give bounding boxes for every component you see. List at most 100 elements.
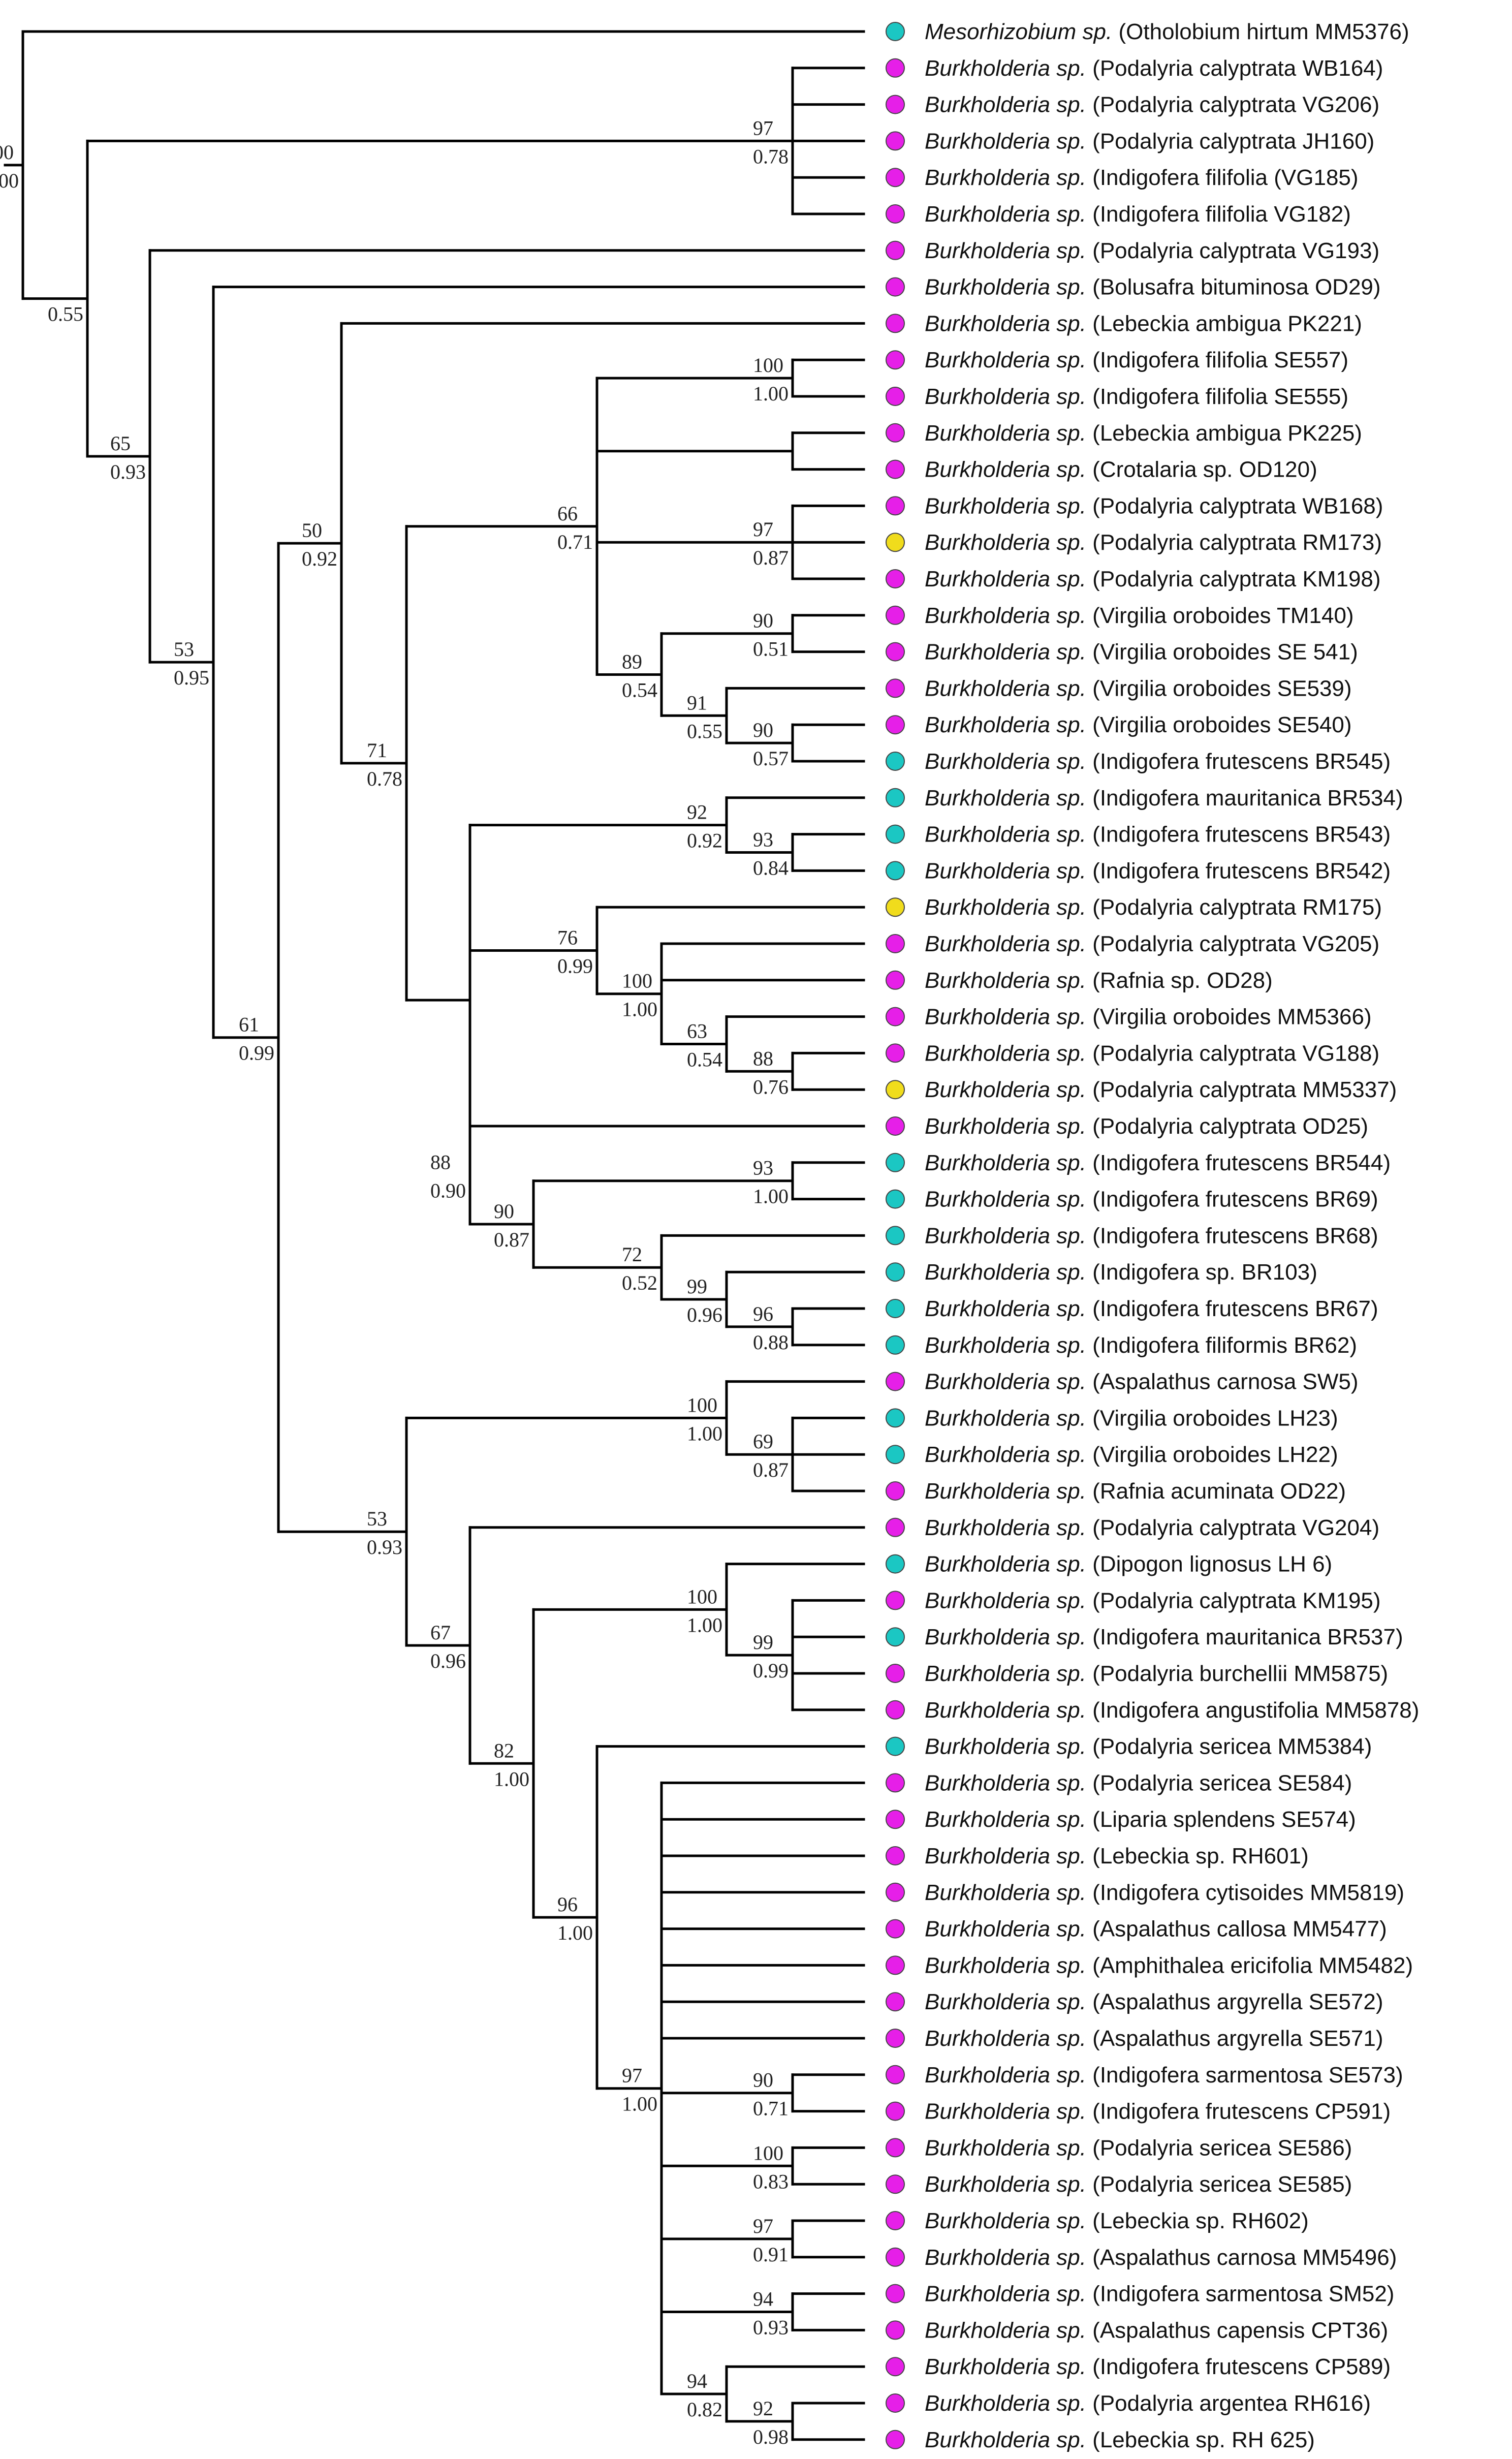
taxon-host-strain: (Indigofera filifolia SE555) bbox=[1086, 384, 1348, 409]
taxon-label: Burkholderia sp. (Indigofera frutescens … bbox=[925, 1296, 1378, 1321]
bootstrap-value: 99 bbox=[687, 1275, 707, 1298]
posterior-probability: 0.87 bbox=[753, 1458, 789, 1481]
taxon-host-strain: (Podalyria calyptrata RM175) bbox=[1086, 895, 1382, 920]
taxon-host-strain: (Indigofera mauritanica BR534) bbox=[1086, 786, 1403, 811]
taxon-label: Burkholderia sp. (Aspalathus callosa MM5… bbox=[925, 1917, 1387, 1942]
taxon-genus: Burkholderia sp. bbox=[925, 129, 1086, 153]
tip-marker-magenta bbox=[886, 2029, 905, 2048]
taxon-label: Burkholderia sp. (Podalyria calyptrata V… bbox=[925, 238, 1379, 263]
taxon-label: Burkholderia sp. (Indigofera filifolia (… bbox=[925, 165, 1359, 190]
taxon-host-strain: (Lebeckia ambigua PK221) bbox=[1086, 311, 1362, 336]
taxon-label: Burkholderia sp. (Indigofera filiformis … bbox=[925, 1333, 1357, 1358]
posterior-probability: 1.00 bbox=[622, 998, 657, 1021]
taxon-genus: Burkholderia sp. bbox=[925, 822, 1086, 847]
tip-marker-magenta bbox=[886, 1591, 905, 1610]
taxon-label: Burkholderia sp. (Podalyria calyptrata V… bbox=[925, 1515, 1379, 1540]
taxon-label: Burkholderia sp. (Lebeckia ambigua PK221… bbox=[925, 311, 1362, 336]
taxon-genus: Burkholderia sp. bbox=[925, 1698, 1086, 1723]
tip-marker-magenta bbox=[886, 387, 905, 406]
taxon-host-strain: (Indigofera frutescens BR68) bbox=[1086, 1223, 1378, 1248]
taxon-genus: Burkholderia sp. bbox=[925, 1223, 1086, 1248]
tip-marker-yellow bbox=[886, 1080, 905, 1100]
taxon-host-strain: (Virgilia oroboides MM5366) bbox=[1086, 1005, 1372, 1030]
tip-marker-magenta bbox=[886, 1955, 905, 1975]
taxon-genus: Burkholderia sp. bbox=[925, 1406, 1086, 1430]
taxon-label: Burkholderia sp. (Virgilia oroboides MM5… bbox=[925, 1005, 1372, 1030]
taxon-label: Burkholderia sp. (Virgilia oroboides SE5… bbox=[925, 676, 1352, 701]
taxon-host-strain: (Indigofera frutescens BR544) bbox=[1086, 1150, 1391, 1175]
taxon-genus: Burkholderia sp. bbox=[925, 1807, 1086, 1832]
taxon-genus: Burkholderia sp. bbox=[925, 712, 1086, 737]
taxon-genus: Burkholderia sp. bbox=[925, 457, 1086, 482]
taxon-label: Burkholderia sp. (Podalyria calyptrata J… bbox=[925, 129, 1374, 153]
posterior-probability: 1.00 bbox=[622, 2093, 657, 2115]
bootstrap-value: 100 bbox=[622, 970, 652, 992]
taxon-label: Burkholderia sp. (Aspalathus carnosa MM5… bbox=[925, 2245, 1397, 2270]
taxon-host-strain: (Podalyria calyptrata JH160) bbox=[1086, 129, 1374, 153]
taxon-genus: Burkholderia sp. bbox=[925, 2391, 1086, 2416]
bootstrap-value: 96 bbox=[753, 1302, 773, 1325]
taxon-host-strain: (Dipogon lignosus LH 6) bbox=[1086, 1552, 1332, 1577]
taxon-host-strain: (Lebeckia sp. RH602) bbox=[1086, 2208, 1309, 2233]
taxon-genus: Burkholderia sp. bbox=[925, 567, 1086, 592]
taxon-host-strain: (Aspalathus argyrella SE572) bbox=[1086, 1989, 1383, 2014]
taxon-genus: Burkholderia sp. bbox=[925, 786, 1086, 811]
taxon-label: Burkholderia sp. (Dipogon lignosus LH 6) bbox=[925, 1552, 1332, 1577]
taxon-label: Burkholderia sp. (Podalyria calyptrata O… bbox=[925, 1114, 1368, 1139]
posterior-probability: 0.51 bbox=[753, 638, 789, 661]
taxon-label: Burkholderia sp. (Lebeckia sp. RH602) bbox=[925, 2208, 1309, 2233]
tip-marker-magenta bbox=[886, 1919, 905, 1939]
posterior-probability: 0.95 bbox=[174, 666, 209, 689]
taxon-host-strain: (Lebeckia ambigua PK225) bbox=[1086, 421, 1362, 446]
posterior-probability: 1.00 bbox=[753, 382, 789, 405]
tip-marker-magenta bbox=[886, 678, 905, 698]
bootstrap-value: 67 bbox=[430, 1621, 451, 1644]
tip-marker-magenta bbox=[886, 2320, 905, 2340]
bootstrap-value: 69 bbox=[753, 1430, 773, 1453]
tip-marker-magenta bbox=[886, 204, 905, 224]
taxon-label: Burkholderia sp. (Indigofera filifolia S… bbox=[925, 384, 1348, 409]
bootstrap-value: 63 bbox=[687, 1019, 707, 1042]
taxon-host-strain: (Indigofera sp. BR103) bbox=[1086, 1260, 1317, 1285]
taxon-genus: Burkholderia sp. bbox=[925, 1187, 1086, 1212]
taxon-host-strain: (Podalyria calyptrata MM5337) bbox=[1086, 1077, 1397, 1102]
taxon-label: Burkholderia sp. (Podalyria burchellii M… bbox=[925, 1661, 1388, 1686]
bootstrap-value: 94 bbox=[687, 2370, 707, 2392]
bootstrap-value: 65 bbox=[110, 432, 131, 455]
taxon-label: Burkholderia sp. (Indigofera filifolia V… bbox=[925, 202, 1351, 227]
taxon-label: Burkholderia sp. (Podalyria argentea RH6… bbox=[925, 2391, 1371, 2416]
tip-marker-magenta bbox=[886, 1773, 905, 1793]
taxon-labels: Mesorhizobium sp. (Otholobium hirtum MM5… bbox=[925, 19, 1419, 2452]
taxon-host-strain: (Indigofera angustifolia MM5878) bbox=[1086, 1698, 1419, 1723]
taxon-genus: Burkholderia sp. bbox=[925, 1953, 1086, 1978]
taxon-host-strain: (Podalyria calyptrata VG193) bbox=[1086, 238, 1379, 263]
taxon-host-strain: (Podalyria calyptrata KM198) bbox=[1086, 567, 1381, 592]
tip-marker-yellow bbox=[886, 897, 905, 917]
taxon-label: Burkholderia sp. (Rafnia acuminata OD22) bbox=[925, 1479, 1346, 1504]
taxon-host-strain: (Podalyria calyptrata WB164) bbox=[1086, 56, 1383, 81]
posterior-probability: 0.57 bbox=[753, 747, 789, 770]
taxon-host-strain: (Podalyria calyptrata VG204) bbox=[1086, 1515, 1379, 1540]
posterior-probability: 0.83 bbox=[753, 2170, 789, 2193]
tip-marker-cyan bbox=[886, 1189, 905, 1209]
taxon-label: Burkholderia sp. (Liparia splendens SE57… bbox=[925, 1807, 1356, 1832]
posterior-probability: 0.71 bbox=[557, 531, 593, 553]
tip-marker-magenta bbox=[886, 240, 905, 260]
taxon-genus: Burkholderia sp. bbox=[925, 1296, 1086, 1321]
tip-marker-magenta bbox=[886, 605, 905, 625]
tip-marker-magenta bbox=[886, 131, 905, 151]
tip-marker-magenta bbox=[886, 569, 905, 588]
posterior-probability: 1.00 bbox=[557, 1921, 593, 1944]
taxon-label: Burkholderia sp. (Amphithalea ericifolia… bbox=[925, 1953, 1413, 1978]
tip-marker-cyan bbox=[886, 1445, 905, 1465]
posterior-probability: 0.93 bbox=[110, 460, 146, 483]
taxon-genus: Burkholderia sp. bbox=[925, 238, 1086, 263]
taxon-host-strain: (Virgilia oroboides LH22) bbox=[1086, 1442, 1338, 1467]
tip-marker-magenta bbox=[886, 1007, 905, 1026]
taxon-genus: Burkholderia sp. bbox=[925, 2135, 1086, 2160]
taxon-label: Burkholderia sp. (Indigofera sp. BR103) bbox=[925, 1260, 1317, 1285]
taxon-genus: Burkholderia sp. bbox=[925, 676, 1086, 701]
taxon-host-strain: (Podalyria sericea SE584) bbox=[1086, 1770, 1352, 1795]
taxon-label: Burkholderia sp. (Podalyria calyptrata K… bbox=[925, 1588, 1381, 1613]
posterior-probability: 0.71 bbox=[753, 2097, 789, 2120]
